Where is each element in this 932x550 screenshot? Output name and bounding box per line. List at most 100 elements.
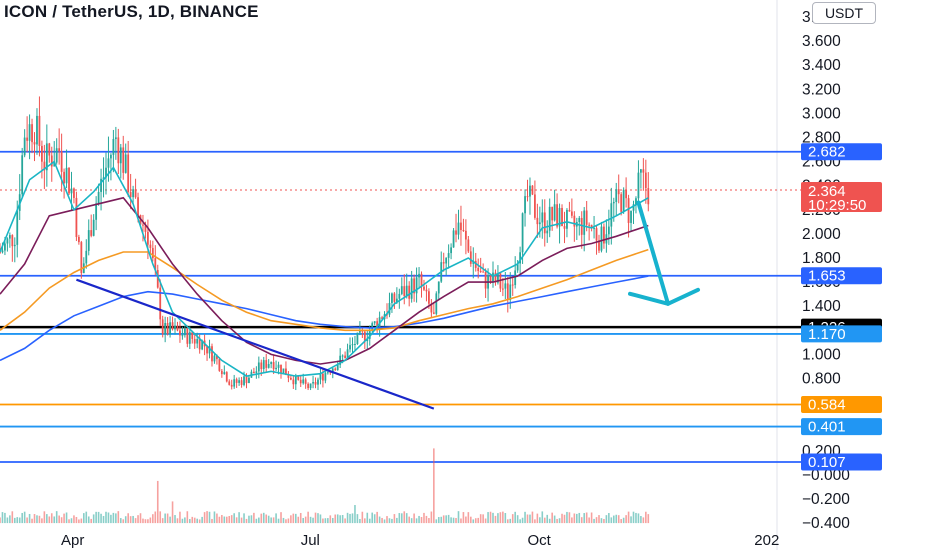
- candle-body: [11, 235, 14, 247]
- candle-body: [588, 224, 591, 226]
- candle-body: [21, 155, 24, 195]
- volume-bar: [519, 519, 521, 524]
- volume-bar: [383, 519, 386, 524]
- volume-bar: [529, 514, 531, 524]
- candle-body: [147, 231, 149, 245]
- level-labels-layer: 2.6821.6531.2261.1700.5840.4010.1072.364…: [801, 143, 882, 471]
- candle-body: [457, 222, 460, 235]
- volume-bar: [472, 519, 475, 524]
- volume-bar: [110, 514, 112, 524]
- candle-body: [511, 284, 514, 286]
- candle-body: [346, 349, 349, 359]
- volume-bar: [208, 511, 211, 524]
- candle-body: [479, 271, 482, 273]
- volume-bar: [307, 511, 309, 524]
- candle-body: [110, 154, 112, 159]
- candle-body: [368, 330, 371, 339]
- candle-body: [137, 197, 139, 216]
- candle-body: [536, 217, 539, 225]
- volume-bar: [610, 517, 613, 524]
- x-tick-label: Oct: [528, 532, 552, 549]
- candle-body: [95, 203, 98, 220]
- volume-bar: [354, 505, 356, 524]
- volume-bar: [48, 516, 51, 524]
- volume-bar: [516, 515, 519, 524]
- x-tick-label: Apr: [61, 532, 84, 549]
- candle-body: [285, 368, 287, 376]
- volume-bar: [341, 515, 344, 524]
- forecast-arrow-head[interactable]: [628, 287, 701, 306]
- candle-body: [553, 204, 556, 221]
- candle-body: [578, 217, 581, 222]
- candle-body: [1, 250, 4, 253]
- candle-body: [292, 379, 295, 385]
- volume-bar: [359, 518, 361, 524]
- candle-body: [33, 142, 36, 145]
- candle-body: [107, 158, 110, 168]
- candle-body: [435, 293, 438, 314]
- volume-bar: [534, 519, 536, 524]
- candle-body: [509, 284, 512, 300]
- volume-bar: [344, 518, 346, 524]
- forecast-arrow-shaft[interactable]: [636, 200, 671, 306]
- candle-body: [179, 330, 181, 336]
- volume-bar: [50, 513, 53, 524]
- volume-bar: [55, 511, 58, 524]
- volume-bar: [393, 514, 396, 524]
- ema-short-line: [0, 160, 649, 377]
- candle-body: [265, 360, 268, 368]
- volume-bar: [615, 514, 618, 524]
- candle-body: [410, 278, 413, 299]
- volume-bar: [186, 511, 189, 524]
- volume-bar: [4, 512, 6, 524]
- volume-bar: [87, 516, 90, 524]
- volume-bar: [68, 519, 70, 524]
- descending-trendline[interactable]: [76, 278, 435, 410]
- candle-body: [102, 177, 105, 179]
- candle-body: [100, 178, 102, 192]
- volume-bar: [100, 513, 102, 524]
- candle-body: [75, 197, 78, 237]
- candle-body: [161, 319, 164, 335]
- candle-body: [43, 161, 46, 171]
- candle-body: [87, 230, 90, 251]
- candle-body: [50, 155, 53, 167]
- candle-body: [302, 379, 305, 384]
- volume-bar: [250, 515, 253, 524]
- volume-bar: [206, 511, 208, 524]
- candle-body: [339, 355, 342, 365]
- volume-bar: [191, 516, 194, 524]
- volume-bar: [460, 518, 462, 524]
- currency-badge[interactable]: USDT: [812, 2, 876, 24]
- volume-bar: [608, 513, 610, 524]
- volume-bar: [566, 511, 568, 524]
- candle-body: [26, 137, 29, 141]
- volume-bar: [117, 511, 120, 524]
- candle-body: [363, 331, 366, 342]
- candle-body: [568, 209, 571, 212]
- volume-bar: [1, 512, 4, 524]
- volume-bar: [477, 517, 480, 524]
- candle-body: [240, 380, 243, 385]
- candle-body: [80, 242, 83, 274]
- volume-bar: [154, 511, 157, 524]
- candle-body: [336, 364, 339, 371]
- candle-body: [191, 332, 194, 339]
- candle-body: [425, 289, 428, 292]
- volume-bar: [403, 511, 406, 524]
- volume-bar: [640, 516, 642, 524]
- candle-body: [395, 298, 398, 302]
- candle-body: [312, 382, 314, 384]
- candle-body: [275, 367, 277, 370]
- volume-bar: [506, 519, 509, 524]
- volume-bar: [11, 511, 14, 524]
- candle-body: [188, 332, 191, 344]
- candle-body: [477, 267, 480, 272]
- volume-bar: [497, 513, 499, 524]
- volume-bar: [75, 516, 78, 524]
- y-tick-label: 3.400: [802, 57, 841, 74]
- volume-bar: [442, 515, 445, 524]
- candle-body: [627, 198, 630, 223]
